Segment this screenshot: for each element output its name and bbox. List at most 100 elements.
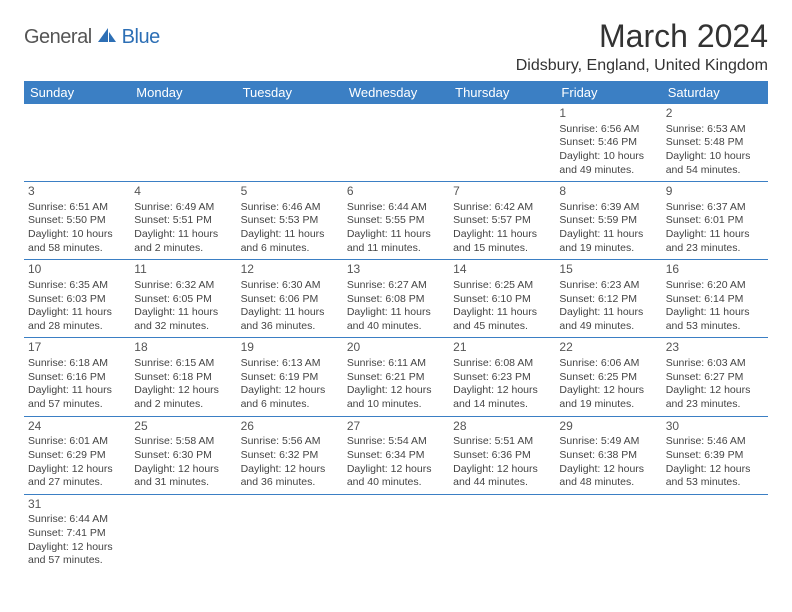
calendar-cell: 4Sunrise: 6:49 AMSunset: 5:51 PMDaylight… xyxy=(130,182,236,259)
sunrise-line: Sunrise: 6:25 AM xyxy=(453,279,551,293)
sunrise-line: Sunrise: 5:51 AM xyxy=(453,435,551,449)
calendar-cell: 7Sunrise: 6:42 AMSunset: 5:57 PMDaylight… xyxy=(449,182,555,259)
calendar-body: 1Sunrise: 6:56 AMSunset: 5:46 PMDaylight… xyxy=(24,104,768,572)
logo-text-general: General xyxy=(24,26,92,49)
sunset-line: Sunset: 6:21 PM xyxy=(347,371,445,385)
calendar-cell: 26Sunrise: 5:56 AMSunset: 6:32 PMDayligh… xyxy=(237,417,343,494)
day-header: Saturday xyxy=(662,81,768,104)
daylight-line: Daylight: 12 hours and 6 minutes. xyxy=(241,384,339,411)
day-number: 23 xyxy=(666,340,764,356)
sunset-line: Sunset: 6:19 PM xyxy=(241,371,339,385)
sunrise-line: Sunrise: 6:51 AM xyxy=(28,201,126,215)
calendar-cell xyxy=(237,104,343,181)
day-number: 1 xyxy=(559,106,657,122)
sunset-line: Sunset: 6:38 PM xyxy=(559,449,657,463)
calendar-cell: 8Sunrise: 6:39 AMSunset: 5:59 PMDaylight… xyxy=(555,182,661,259)
daylight-line: Daylight: 11 hours and 2 minutes. xyxy=(134,228,232,255)
sunset-line: Sunset: 5:53 PM xyxy=(241,214,339,228)
sunrise-line: Sunrise: 5:54 AM xyxy=(347,435,445,449)
page-header: General Blue March 2024 Didsbury, Englan… xyxy=(24,18,768,75)
daylight-line: Daylight: 10 hours and 54 minutes. xyxy=(666,150,764,177)
sunset-line: Sunset: 6:27 PM xyxy=(666,371,764,385)
logo: General Blue xyxy=(24,26,160,49)
sunset-line: Sunset: 6:08 PM xyxy=(347,293,445,307)
calendar-cell xyxy=(24,104,130,181)
calendar-cell: 9Sunrise: 6:37 AMSunset: 6:01 PMDaylight… xyxy=(662,182,768,259)
day-number: 30 xyxy=(666,419,764,435)
sunrise-line: Sunrise: 6:39 AM xyxy=(559,201,657,215)
day-number: 15 xyxy=(559,262,657,278)
calendar-cell: 5Sunrise: 6:46 AMSunset: 5:53 PMDaylight… xyxy=(237,182,343,259)
calendar-cell xyxy=(449,495,555,572)
day-number: 31 xyxy=(28,497,126,513)
logo-text-blue: Blue xyxy=(122,26,160,49)
day-number: 14 xyxy=(453,262,551,278)
day-header: Friday xyxy=(555,81,661,104)
sunrise-line: Sunrise: 5:58 AM xyxy=(134,435,232,449)
sunset-line: Sunset: 5:46 PM xyxy=(559,136,657,150)
sunset-line: Sunset: 6:05 PM xyxy=(134,293,232,307)
daylight-line: Daylight: 11 hours and 57 minutes. xyxy=(28,384,126,411)
daylight-line: Daylight: 12 hours and 2 minutes. xyxy=(134,384,232,411)
daylight-line: Daylight: 12 hours and 48 minutes. xyxy=(559,463,657,490)
day-number: 3 xyxy=(28,184,126,200)
calendar-cell: 29Sunrise: 5:49 AMSunset: 6:38 PMDayligh… xyxy=(555,417,661,494)
calendar-cell: 25Sunrise: 5:58 AMSunset: 6:30 PMDayligh… xyxy=(130,417,236,494)
calendar-cell xyxy=(343,104,449,181)
day-number: 28 xyxy=(453,419,551,435)
calendar-cell xyxy=(237,495,343,572)
sunrise-line: Sunrise: 6:06 AM xyxy=(559,357,657,371)
day-number: 27 xyxy=(347,419,445,435)
day-number: 18 xyxy=(134,340,232,356)
sunrise-line: Sunrise: 6:27 AM xyxy=(347,279,445,293)
sunrise-line: Sunrise: 6:49 AM xyxy=(134,201,232,215)
sunset-line: Sunset: 6:03 PM xyxy=(28,293,126,307)
sunset-line: Sunset: 6:34 PM xyxy=(347,449,445,463)
daylight-line: Daylight: 11 hours and 49 minutes. xyxy=(559,306,657,333)
calendar-cell: 27Sunrise: 5:54 AMSunset: 6:34 PMDayligh… xyxy=(343,417,449,494)
sunset-line: Sunset: 5:50 PM xyxy=(28,214,126,228)
day-number: 12 xyxy=(241,262,339,278)
calendar-cell xyxy=(130,104,236,181)
sunset-line: Sunset: 6:12 PM xyxy=(559,293,657,307)
daylight-line: Daylight: 12 hours and 10 minutes. xyxy=(347,384,445,411)
sunset-line: Sunset: 6:06 PM xyxy=(241,293,339,307)
day-number: 10 xyxy=(28,262,126,278)
sunrise-line: Sunrise: 5:49 AM xyxy=(559,435,657,449)
daylight-line: Daylight: 11 hours and 45 minutes. xyxy=(453,306,551,333)
calendar-cell: 20Sunrise: 6:11 AMSunset: 6:21 PMDayligh… xyxy=(343,338,449,415)
sunrise-line: Sunrise: 6:03 AM xyxy=(666,357,764,371)
day-number: 4 xyxy=(134,184,232,200)
calendar-cell: 11Sunrise: 6:32 AMSunset: 6:05 PMDayligh… xyxy=(130,260,236,337)
calendar-cell xyxy=(555,495,661,572)
day-header: Thursday xyxy=(449,81,555,104)
sunrise-line: Sunrise: 6:23 AM xyxy=(559,279,657,293)
calendar-week: 31Sunrise: 6:44 AMSunset: 7:41 PMDayligh… xyxy=(24,495,768,572)
day-number: 5 xyxy=(241,184,339,200)
sunset-line: Sunset: 6:32 PM xyxy=(241,449,339,463)
day-number: 20 xyxy=(347,340,445,356)
day-number: 24 xyxy=(28,419,126,435)
sunrise-line: Sunrise: 6:20 AM xyxy=(666,279,764,293)
sunrise-line: Sunrise: 6:15 AM xyxy=(134,357,232,371)
sunrise-line: Sunrise: 6:44 AM xyxy=(347,201,445,215)
daylight-line: Daylight: 12 hours and 44 minutes. xyxy=(453,463,551,490)
sunset-line: Sunset: 6:29 PM xyxy=(28,449,126,463)
calendar-cell: 14Sunrise: 6:25 AMSunset: 6:10 PMDayligh… xyxy=(449,260,555,337)
day-number: 9 xyxy=(666,184,764,200)
calendar-cell: 31Sunrise: 6:44 AMSunset: 7:41 PMDayligh… xyxy=(24,495,130,572)
calendar-week: 3Sunrise: 6:51 AMSunset: 5:50 PMDaylight… xyxy=(24,182,768,260)
calendar-cell: 18Sunrise: 6:15 AMSunset: 6:18 PMDayligh… xyxy=(130,338,236,415)
daylight-line: Daylight: 11 hours and 11 minutes. xyxy=(347,228,445,255)
calendar-cell xyxy=(130,495,236,572)
daylight-line: Daylight: 12 hours and 19 minutes. xyxy=(559,384,657,411)
daylight-line: Daylight: 11 hours and 6 minutes. xyxy=(241,228,339,255)
sunrise-line: Sunrise: 6:13 AM xyxy=(241,357,339,371)
day-number: 21 xyxy=(453,340,551,356)
calendar-cell: 2Sunrise: 6:53 AMSunset: 5:48 PMDaylight… xyxy=(662,104,768,181)
sail-icon xyxy=(96,26,118,49)
day-number: 7 xyxy=(453,184,551,200)
day-header: Tuesday xyxy=(237,81,343,104)
calendar-cell: 15Sunrise: 6:23 AMSunset: 6:12 PMDayligh… xyxy=(555,260,661,337)
daylight-line: Daylight: 10 hours and 58 minutes. xyxy=(28,228,126,255)
